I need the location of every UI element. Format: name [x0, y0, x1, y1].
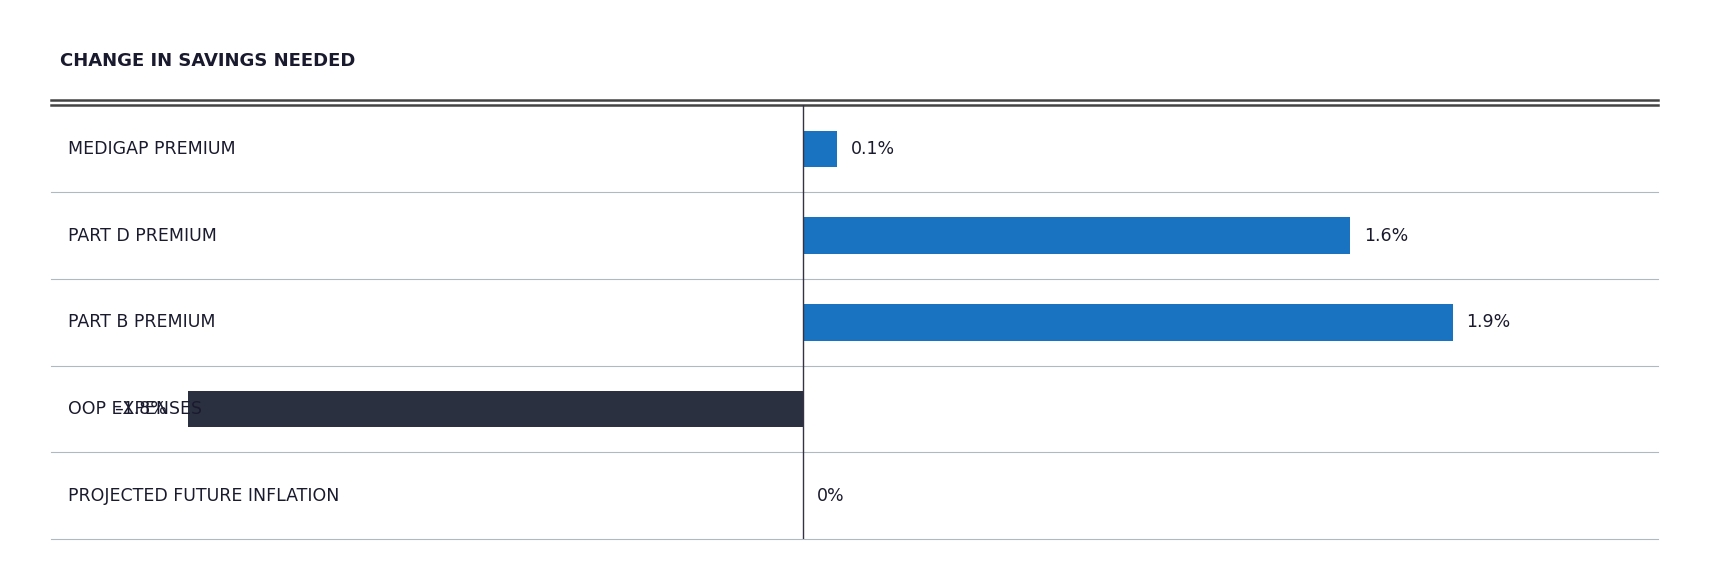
Text: MEDIGAP PREMIUM: MEDIGAP PREMIUM — [68, 140, 236, 158]
Text: 0.1%: 0.1% — [851, 140, 896, 158]
Text: –1.8%: –1.8% — [115, 400, 167, 418]
Text: 1.9%: 1.9% — [1466, 314, 1511, 331]
Text: CHANGE IN SAVINGS NEEDED: CHANGE IN SAVINGS NEEDED — [60, 52, 355, 70]
Bar — [803, 304, 1453, 340]
Text: PART B PREMIUM: PART B PREMIUM — [68, 314, 215, 331]
Bar — [803, 131, 837, 167]
Text: 1.6%: 1.6% — [1364, 227, 1408, 244]
Text: PROJECTED FUTURE INFLATION: PROJECTED FUTURE INFLATION — [68, 487, 340, 505]
Text: PART D PREMIUM: PART D PREMIUM — [68, 227, 217, 244]
Bar — [188, 391, 803, 427]
Text: 0%: 0% — [817, 487, 844, 505]
Bar — [803, 217, 1350, 254]
Text: OOP EXPENSES: OOP EXPENSES — [68, 400, 202, 418]
